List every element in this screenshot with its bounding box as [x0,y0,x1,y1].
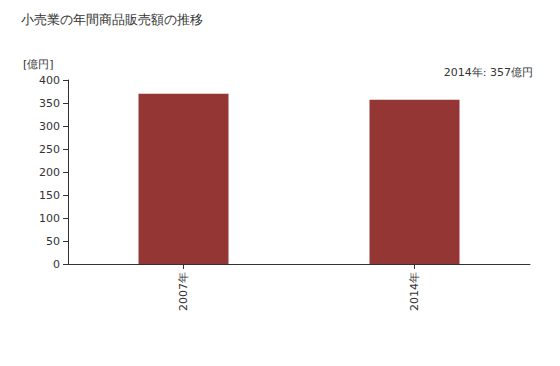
svg-text:400: 400 [39,74,60,87]
svg-text:2014年: 2014年 [408,272,421,311]
svg-text:[億円]: [億円] [23,58,54,71]
svg-text:200: 200 [39,166,60,179]
svg-text:250: 250 [39,143,60,156]
svg-text:小売業の年間商品販売額の推移: 小売業の年間商品販売額の推移 [21,12,203,27]
svg-text:300: 300 [39,120,60,133]
svg-text:350: 350 [39,97,60,110]
svg-text:0: 0 [53,258,60,271]
svg-text:2014年: 357億円: 2014年: 357億円 [444,66,533,79]
svg-text:50: 50 [46,235,60,248]
svg-text:150: 150 [39,189,60,202]
svg-text:2007年: 2007年 [177,272,190,311]
svg-text:100: 100 [39,212,60,225]
